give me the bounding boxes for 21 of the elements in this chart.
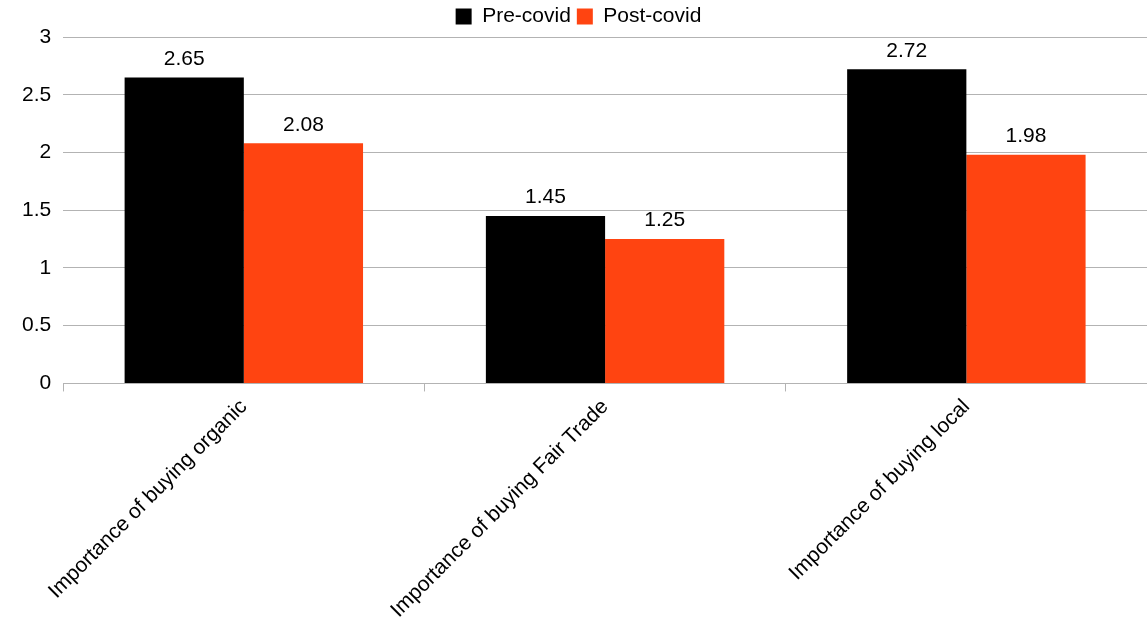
bar bbox=[966, 154, 1086, 383]
y-tick-label: 0 bbox=[39, 370, 52, 394]
legend-label: Post-covid bbox=[603, 3, 702, 27]
bar bbox=[243, 143, 364, 383]
y-tick-label: 1.5 bbox=[21, 197, 52, 221]
y-tick-label: 3 bbox=[39, 23, 52, 47]
data-label: 2.65 bbox=[163, 45, 205, 69]
data-label: 2.08 bbox=[283, 111, 324, 135]
y-tick-label: 2.5 bbox=[21, 81, 52, 105]
y-tick-label: 0.5 bbox=[21, 312, 52, 336]
bar bbox=[605, 239, 725, 383]
bar bbox=[485, 216, 606, 383]
y-tick-label: 1 bbox=[39, 254, 52, 278]
bar bbox=[124, 77, 244, 383]
data-label: 1.25 bbox=[644, 207, 686, 231]
data-label: 1.45 bbox=[525, 184, 566, 208]
data-label: 2.72 bbox=[886, 37, 928, 61]
legend-label: Pre-covid bbox=[482, 3, 571, 27]
bar bbox=[847, 69, 967, 383]
y-tick-label: 2 bbox=[39, 139, 52, 163]
data-label: 1.98 bbox=[1005, 123, 1047, 147]
